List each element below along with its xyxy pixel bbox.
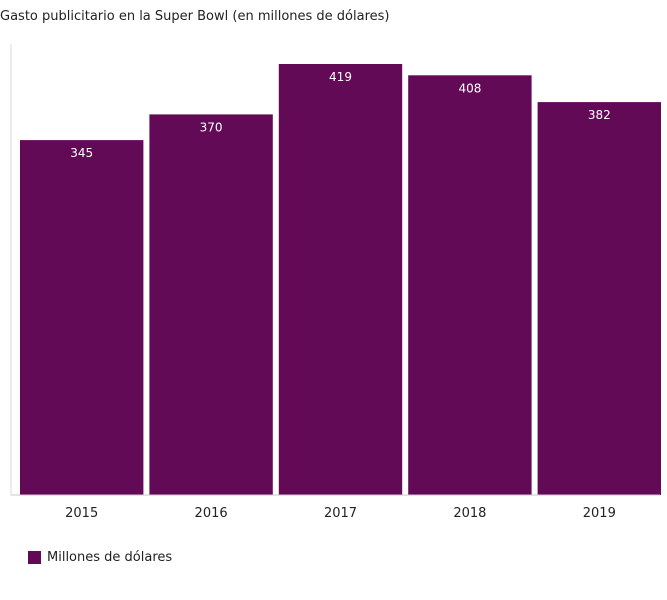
- chart-title: Gasto publicitario en la Super Bowl (en …: [0, 9, 390, 24]
- bar-2016: [149, 114, 273, 496]
- bar-2017: [278, 64, 403, 495]
- x-tick-label-2018: 2018: [453, 506, 486, 521]
- legend-label: Millones de dólares: [47, 550, 173, 565]
- x-tick-label-2017: 2017: [324, 506, 357, 521]
- bars-group: 345 370 419 408 382: [20, 64, 661, 496]
- x-tick-label-2019: 2019: [583, 506, 616, 521]
- data-label-2019: 382: [588, 108, 611, 122]
- legend: Millones de dólares: [28, 550, 172, 565]
- x-tick-label-2016: 2016: [195, 506, 228, 521]
- x-tick-label-2015: 2015: [65, 506, 98, 521]
- data-label-2017: 419: [329, 70, 352, 84]
- bar-2019: [537, 102, 661, 495]
- bar-2015: [20, 140, 144, 495]
- data-label-2015: 345: [70, 146, 93, 160]
- data-label-2018: 408: [458, 81, 481, 95]
- x-tick-labels: 2015 2016 2017 2018 2019: [65, 506, 616, 521]
- data-label-2016: 370: [200, 120, 223, 134]
- bar-2018: [408, 75, 532, 496]
- legend-swatch: [28, 551, 41, 564]
